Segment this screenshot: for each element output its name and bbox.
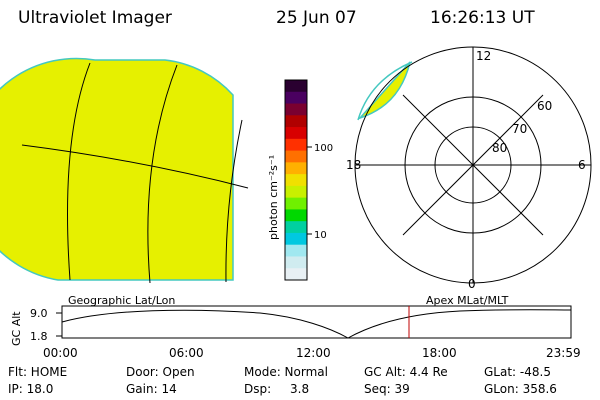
altitude-ylabel: GC Alt [10, 311, 23, 346]
longitude-line [147, 64, 178, 284]
polar-lat-80: 80 [492, 141, 507, 155]
colorbar-segment [285, 197, 307, 210]
time-label: 16:26:13 UT [430, 8, 535, 28]
colorbar-segment [285, 103, 307, 116]
latitude-line [21, 144, 249, 189]
polar-mlt-6: 6 [578, 158, 586, 172]
polar-mlt-0: 0 [468, 277, 476, 291]
colorbar-segment [285, 256, 307, 269]
polar-mlt-12: 12 [476, 49, 491, 63]
colorbar-segment [285, 80, 307, 93]
longitude-line [67, 62, 91, 281]
geographic-disk [0, 57, 234, 281]
colorbar-segment [285, 221, 307, 234]
status-mode: Mode: Normal [244, 365, 328, 379]
date-label: 25 Jun 07 [276, 8, 357, 28]
colorbar-segment [285, 162, 307, 175]
status-flt: Flt: HOME [8, 365, 68, 379]
xtick-1800: 18:00 [422, 346, 457, 360]
polar-diagonal [402, 94, 544, 236]
status-gain: Gain: 14 [126, 382, 177, 396]
app-title: Ultraviolet Imager [18, 8, 172, 28]
status-door: Door: Open [126, 365, 195, 379]
colorbar-segment [285, 268, 307, 281]
xtick-0600: 06:00 [169, 346, 204, 360]
polar-lat-70: 70 [512, 122, 527, 136]
colorbar-segment [285, 115, 307, 128]
colorbar-segment [285, 150, 307, 163]
status-dsp-label: Dsp: [244, 382, 272, 396]
colorbar-segment [285, 138, 307, 152]
colorbar-segment [285, 127, 307, 140]
status-seq: Seq: 39 [364, 382, 410, 396]
colorbar-segment [285, 91, 307, 105]
colorbar-segment [285, 244, 307, 257]
polar-plot: 12 18 6 0 60 70 80 [346, 46, 592, 291]
altitude-plot: GC Alt 9.0 1.8 [10, 305, 572, 346]
polar-lat-60: 60 [537, 99, 552, 113]
xtick-1200: 12:00 [296, 346, 331, 360]
status-dsp-value: 3.8 [290, 382, 310, 396]
altitude-ytick-top: 9.0 [30, 307, 48, 320]
status-glat: GLat: -48.5 [484, 365, 551, 379]
geographic-caption: Geographic Lat/Lon [68, 294, 176, 307]
longitude-line [225, 119, 243, 283]
altitude-ytick-bottom: 1.8 [30, 330, 48, 343]
xtick-0000: 00:00 [43, 346, 78, 360]
image-panels: 100 10 photon cm⁻²s⁻¹ 12 18 6 0 60 70 80 [0, 46, 592, 291]
colorbar-label: photon cm⁻²s⁻¹ [267, 155, 280, 240]
polar-patch-edge [357, 61, 413, 121]
colorbar-segment [285, 232, 307, 246]
colorbar-tick-10: 10 [314, 230, 327, 241]
apex-caption: Apex MLat/MLT [426, 294, 509, 307]
geographic-image [0, 57, 249, 284]
colorbar: 100 10 photon cm⁻²s⁻¹ [267, 79, 333, 281]
geographic-grid [21, 62, 249, 284]
xtick-2359: 23:59 [546, 346, 581, 360]
status-glon: GLon: 358.6 [484, 382, 557, 396]
colorbar-segment [285, 209, 307, 222]
colorbar-segment [285, 185, 307, 199]
altitude-plot-frame [61, 305, 572, 339]
colorbar-tick-100: 100 [314, 143, 333, 154]
colorbar-segment [285, 174, 307, 187]
colorbar-frame [284, 79, 308, 281]
polar-mlt-18: 18 [346, 158, 361, 172]
status-gcalt: GC Alt: 4.4 Re [364, 365, 448, 379]
altitude-curve [61, 309, 572, 339]
status-ip: IP: 18.0 [8, 382, 54, 396]
